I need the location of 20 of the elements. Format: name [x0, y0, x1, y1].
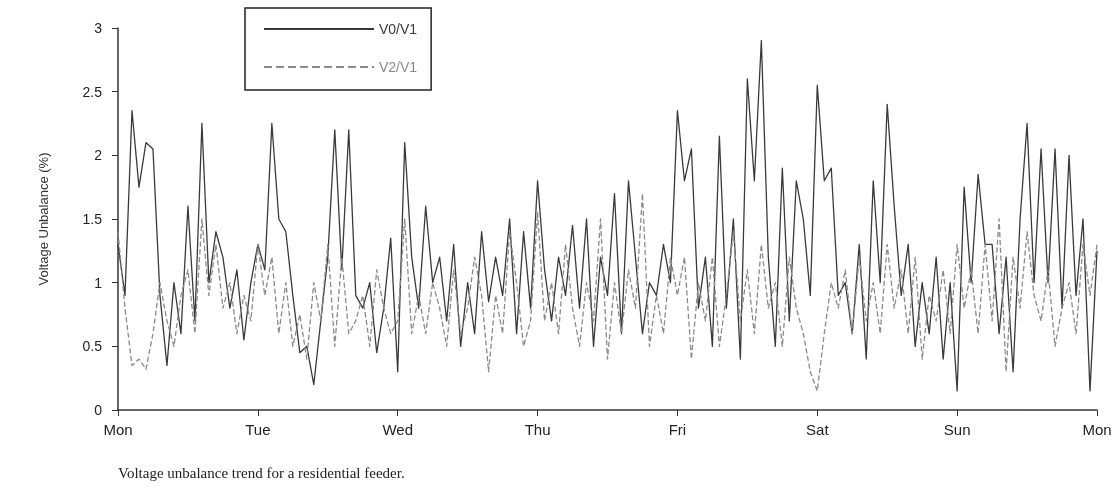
x-tick-label: Wed: [382, 421, 413, 438]
x-tick-label: Mon: [1082, 421, 1112, 438]
y-tick-label: 2: [94, 147, 103, 164]
text: Voltage unbalance trend for a residential feeder.: [118, 464, 405, 481]
y-tick-label: 1: [94, 274, 103, 291]
y-tick-label: 0.5: [82, 338, 103, 355]
text: V0/V1: [379, 21, 418, 37]
y-tick-label: 1.5: [82, 211, 103, 227]
text: V2/V1: [379, 59, 418, 75]
x-tick-label: Mon: [103, 421, 133, 438]
y-axis-title: Voltage Unbalance (%): [36, 152, 51, 286]
x-tick-label: Sat: [806, 421, 830, 438]
y-tick-label: 0: [94, 402, 103, 418]
x-tick-label: Sun: [943, 421, 971, 438]
x-tick-label: Thu: [524, 421, 551, 438]
x-tick-label: Tue: [245, 421, 271, 438]
line-series: [117, 192, 1098, 392]
y-tick-label: 3: [94, 20, 103, 36]
y-tick-label: 2.5: [82, 83, 103, 100]
x-tick-label: Fri: [668, 421, 687, 438]
